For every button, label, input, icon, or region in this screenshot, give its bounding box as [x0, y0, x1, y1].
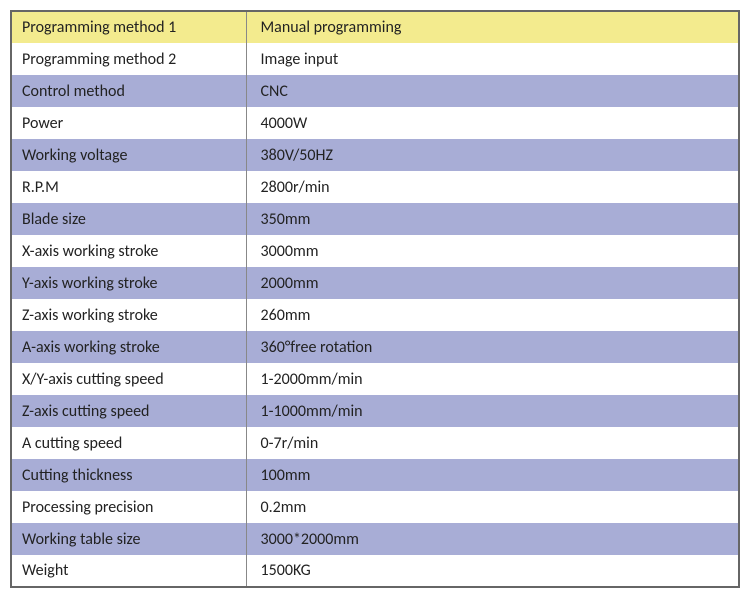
table-row: Programming method 1Manual programming	[11, 11, 739, 43]
spec-label: Programming method 2	[11, 43, 246, 75]
spec-value: 2800r/min	[246, 171, 739, 203]
table-row: Control methodCNC	[11, 75, 739, 107]
table-row: Y-axis working stroke2000mm	[11, 267, 739, 299]
spec-label: X/Y-axis cutting speed	[11, 363, 246, 395]
spec-value: 260mm	[246, 299, 739, 331]
spec-value: 350mm	[246, 203, 739, 235]
spec-label: Z-axis cutting speed	[11, 395, 246, 427]
table-row: Working table size3000*2000mm	[11, 523, 739, 555]
spec-label: Processing precision	[11, 491, 246, 523]
spec-value: 0-7r/min	[246, 427, 739, 459]
spec-label: A-axis working stroke	[11, 331, 246, 363]
table-row: Cutting thickness100mm	[11, 459, 739, 491]
spec-value: 100mm	[246, 459, 739, 491]
table-row: R.P.M2800r/min	[11, 171, 739, 203]
spec-value: 2000mm	[246, 267, 739, 299]
table-row: Power4000W	[11, 107, 739, 139]
table-row: A-axis working stroke360°free rotation	[11, 331, 739, 363]
spec-label: Working table size	[11, 523, 246, 555]
spec-value: Manual programming	[246, 11, 739, 43]
spec-value: 380V/50HZ	[246, 139, 739, 171]
spec-label: R.P.M	[11, 171, 246, 203]
spec-value: 4000W	[246, 107, 739, 139]
table-row: Working voltage380V/50HZ	[11, 139, 739, 171]
spec-label: Blade size	[11, 203, 246, 235]
spec-label: Z-axis working stroke	[11, 299, 246, 331]
spec-value: 360°free rotation	[246, 331, 739, 363]
spec-label: A cutting speed	[11, 427, 246, 459]
spec-value: CNC	[246, 75, 739, 107]
spec-label: X-axis working stroke	[11, 235, 246, 267]
table-row: Processing precision0.2mm	[11, 491, 739, 523]
table-row: X/Y-axis cutting speed1-2000mm/min	[11, 363, 739, 395]
spec-label: Cutting thickness	[11, 459, 246, 491]
spec-label: Working voltage	[11, 139, 246, 171]
table-row: Z-axis cutting speed1-1000mm/min	[11, 395, 739, 427]
spec-label: Weight	[11, 555, 246, 587]
spec-value: 0.2mm	[246, 491, 739, 523]
spec-value: 3000mm	[246, 235, 739, 267]
specification-table: Programming method 1Manual programmingPr…	[10, 10, 740, 588]
spec-value: 1500KG	[246, 555, 739, 587]
spec-label: Power	[11, 107, 246, 139]
spec-value: Image input	[246, 43, 739, 75]
spec-label: Programming method 1	[11, 11, 246, 43]
table-row: Programming method 2Image input	[11, 43, 739, 75]
table-row: X-axis working stroke3000mm	[11, 235, 739, 267]
spec-value: 1-1000mm/min	[246, 395, 739, 427]
table-row: Blade size350mm	[11, 203, 739, 235]
spec-label: Y-axis working stroke	[11, 267, 246, 299]
spec-label: Control method	[11, 75, 246, 107]
spec-value: 1-2000mm/min	[246, 363, 739, 395]
table-row: A cutting speed0-7r/min	[11, 427, 739, 459]
table-row: Weight1500KG	[11, 555, 739, 587]
table-row: Z-axis working stroke260mm	[11, 299, 739, 331]
table-body: Programming method 1Manual programmingPr…	[11, 11, 739, 587]
spec-value: 3000*2000mm	[246, 523, 739, 555]
